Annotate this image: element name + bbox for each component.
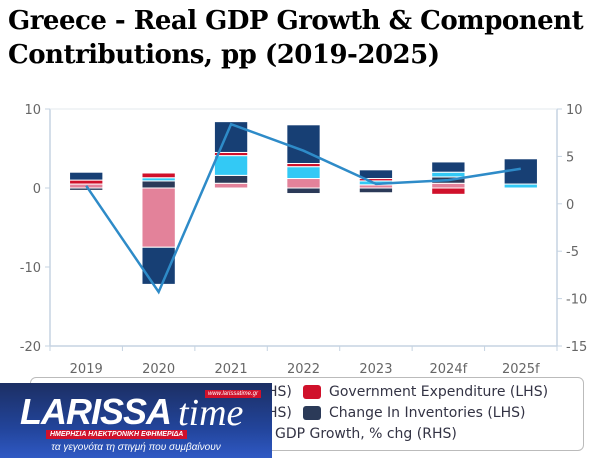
logo-brand-time: time [178, 392, 244, 434]
bar-segment-gross-fixed-capital-formation-lhs [213, 155, 249, 176]
bar-segment-net-exports-lhs [431, 161, 466, 173]
legend-item-change-in-inventories[interactable]: Change In Inventories (LHS) [303, 405, 525, 421]
x-tick-label: 2020 [142, 362, 175, 377]
bar-segment-private-consumption-lhs [141, 187, 176, 248]
left-tick-label: 0 [33, 182, 41, 197]
bar-segment-private-consumption-lhs [286, 178, 321, 189]
growth-line [85, 122, 521, 295]
right-tick-label: -15 [566, 340, 587, 355]
right-tick-label: -5 [566, 245, 579, 260]
bar-segment-government-expenditure-lhs [431, 187, 466, 195]
chart-title: Greece - Real GDP Growth & Component Con… [8, 6, 584, 70]
x-tick-label: 2025f [502, 362, 540, 377]
bar-segment-government-expenditure-lhs [141, 172, 176, 179]
legend-item-gdp-growth[interactable]: GDP Growth, % chg (RHS) [275, 426, 457, 442]
chart-svg: 10 0 -10 -20 10 5 0 -5 -10 -15 2019 2020 2021 2022 202… [20, 103, 587, 377]
bars [69, 121, 538, 285]
x-tick-label: 2021 [215, 362, 248, 377]
logo-brand-main: LARISSA [20, 391, 172, 432]
bar-segment-net-exports-lhs [69, 171, 104, 181]
legend-swatch [303, 406, 321, 420]
right-tick-label: 10 [566, 103, 583, 118]
bar-segment-gross-fixed-capital-formation-lhs [503, 183, 538, 189]
legend-item-government-expenditure[interactable]: Government Expenditure (LHS) [303, 384, 548, 400]
bar-segment-private-consumption-lhs [431, 182, 466, 189]
tick-labels: 10 0 -10 -20 10 5 0 -5 -10 -15 2019 2020 2021 2022 202… [20, 103, 587, 377]
bar-segment-change-in-inventories-lhs [141, 180, 176, 189]
left-tick-label: 10 [24, 103, 41, 118]
bar-segment-gross-fixed-capital-formation-lhs [286, 166, 321, 180]
right-tick-label: 5 [566, 150, 574, 165]
x-tick-label: 2024f [430, 362, 468, 377]
left-tick-label: -10 [20, 261, 41, 276]
bar-segment-net-exports-lhs [286, 124, 321, 165]
logo-tagline: τα γεγονότα τη στιγμή που συμβαίνουν [51, 442, 221, 453]
bar-segment-change-in-inventories-lhs [69, 187, 104, 191]
right-tick-label: -10 [566, 293, 587, 308]
x-tick-label: 2019 [70, 362, 103, 377]
bar-segment-government-expenditure-lhs [69, 179, 104, 185]
right-tick-label: 0 [566, 198, 574, 213]
logo-subtitle: ΗΜΕΡΗΣΙΑ ΗΛΕΚΤΡΟΝΙΚΗ ΕΦΗΜΕΡΙΔΑ [46, 430, 188, 439]
logo-url: www.larissatime.gr [205, 390, 262, 398]
left-tick-label: -20 [20, 340, 41, 355]
larissatime-watermark-logo: LARISSA time www.larissatime.gr ΗΜΕΡΗΣΙΑ… [0, 383, 272, 458]
axes [45, 108, 562, 351]
bar-segment-gross-fixed-capital-formation-lhs [431, 171, 466, 178]
bar-segment-net-exports-lhs [358, 169, 394, 180]
bar-segment-change-in-inventories-lhs [286, 187, 321, 195]
bar-segment-change-in-inventories-lhs [358, 187, 394, 194]
legend-swatch [303, 385, 321, 399]
x-tick-label: 2022 [287, 362, 320, 377]
bar-segment-private-consumption-lhs [213, 182, 249, 189]
bar-segment-change-in-inventories-lhs [213, 174, 249, 184]
legend-item-partial-1[interactable]: HS) [267, 384, 292, 400]
x-tick-label: 2023 [359, 362, 392, 377]
legend-item-partial-2[interactable]: HS) [267, 405, 292, 421]
